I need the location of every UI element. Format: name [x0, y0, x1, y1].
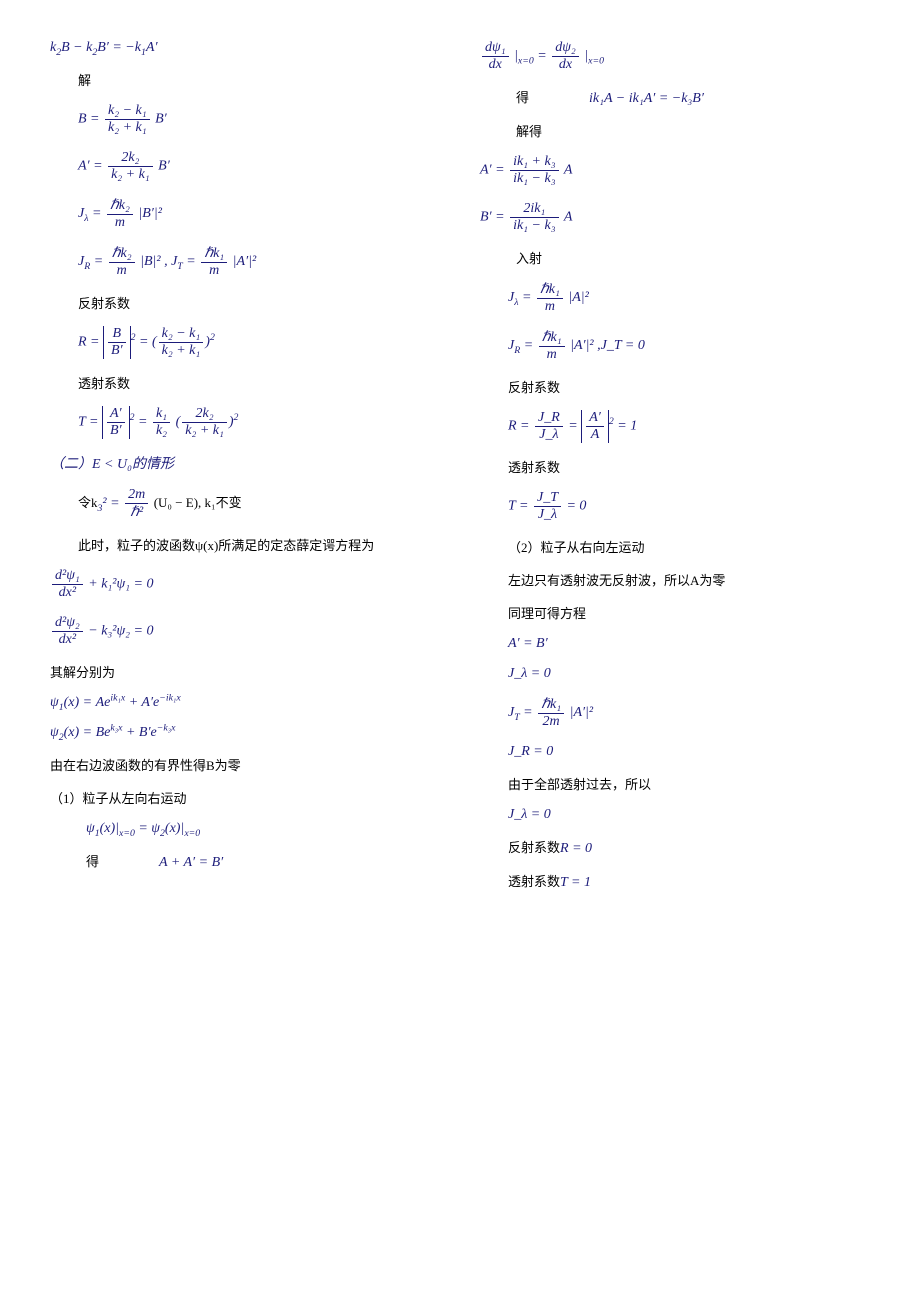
equation-Jlambda: Jλ = ℏk₂m |B′|² — [50, 197, 440, 231]
wave-equation-label: 此时，粒子的波函数ψ(x)所满足的定态薛定谔方程为 — [50, 535, 440, 554]
equation-Jlambda-2: Jλ = ℏk₁m |A|² — [480, 281, 870, 315]
result-row-2: 得 ik₁A − ik₁A′ = −k₃B′ — [480, 87, 870, 107]
equation-psi2-de: d²ψ₂dx² − k₃²ψ₂ = 0 — [50, 615, 440, 648]
solve-get-label: 解得 — [480, 121, 870, 140]
bounded-label: 由在右边波函数的有界性得B为零 — [50, 755, 440, 774]
label-trans-2: 透射系数 — [480, 457, 870, 476]
equation-R-2: R = J_RJ_λ = A′A2 = 1 — [480, 410, 870, 443]
incident-label: 入射 — [480, 248, 870, 267]
label-reflection: 反射系数 — [50, 293, 440, 312]
equation-Aprime-2: A′ = ik₁ + k₃ik₁ − k₃ A — [480, 154, 870, 187]
psi1-solution: ψ1(x) = Aeik₁x + A′e−ik₁x — [50, 695, 440, 711]
R-zero-label: 反射系数R = 0 — [480, 837, 870, 857]
equation-T: T = A′B′2 = k₁k₂ (2k₂k₂ + k₁)2 — [50, 406, 440, 439]
equation-Jlam-zero: J_λ = 0 — [480, 666, 870, 682]
equation-JR-zero: J_R = 0 — [480, 744, 870, 760]
label-solve: 解 — [50, 70, 440, 89]
label-transmission: 透射系数 — [50, 373, 440, 392]
subcase-1: （1）粒子从左向右运动 — [50, 788, 440, 807]
psi2-solution: ψ2(x) = Bek₃x + B′e−k₃x — [50, 725, 440, 741]
equation-R: R = BB′2 = (k₂ − k₁k₂ + k₁)2 — [50, 326, 440, 359]
result-row-1: 得 A + A′ = B′ — [50, 851, 440, 871]
left-only-label: 左边只有透射波无反射波，所以A为零 — [480, 570, 870, 589]
equation-Ap-Bp: A′ = B′ — [480, 636, 870, 652]
equation-Jlam-zero-2: J_λ = 0 — [480, 807, 870, 823]
case-two: （二）E < U₀的情形 — [50, 453, 440, 473]
equation-Aprime: A′ = 2k₂k₂ + k₁ B′ — [50, 150, 440, 183]
equation: k2B − k2B′ = −k1A′ — [50, 40, 440, 56]
T-one-label: 透射系数T = 1 — [480, 871, 870, 891]
equation-JR-2: JR = ℏk₁m |A′|² ,J_T = 0 — [480, 329, 870, 363]
subcase-2: （2）粒子从右向左运动 — [480, 537, 870, 556]
label-refl-2: 反射系数 — [480, 377, 870, 396]
equation-JT-3: JT = ℏk₁2m |A′|² — [480, 696, 870, 730]
boundary-condition-1: ψ1(x)|x=0 = ψ2(x)|x=0 — [50, 821, 440, 837]
equation-psi1-de: d²ψ₁dx² + k₁²ψ₁ = 0 — [50, 568, 440, 601]
equation-Bprime-2: B′ = 2ik₁ik₁ − k₃ A — [480, 201, 870, 234]
equation-T-2: T = J_TJ_λ = 0 — [480, 490, 870, 523]
equation-JR-JT: JR = ℏk₂m |B|² , JT = ℏk₁m |A′|² — [50, 245, 440, 279]
same-method-label: 同理可得方程 — [480, 603, 870, 622]
let-k3: 令k3² = 2mℏ² (U₀ − E), k₁不变 — [50, 487, 440, 521]
derivative-bc: dψ₁dx |x=0 = dψ₂dx |x=0 — [480, 40, 870, 73]
equation-B: B = k₂ − k₁k₂ + k₁ B′ — [50, 103, 440, 136]
solutions-label: 其解分别为 — [50, 662, 440, 681]
all-trans-label: 由于全部透射过去，所以 — [480, 774, 870, 793]
